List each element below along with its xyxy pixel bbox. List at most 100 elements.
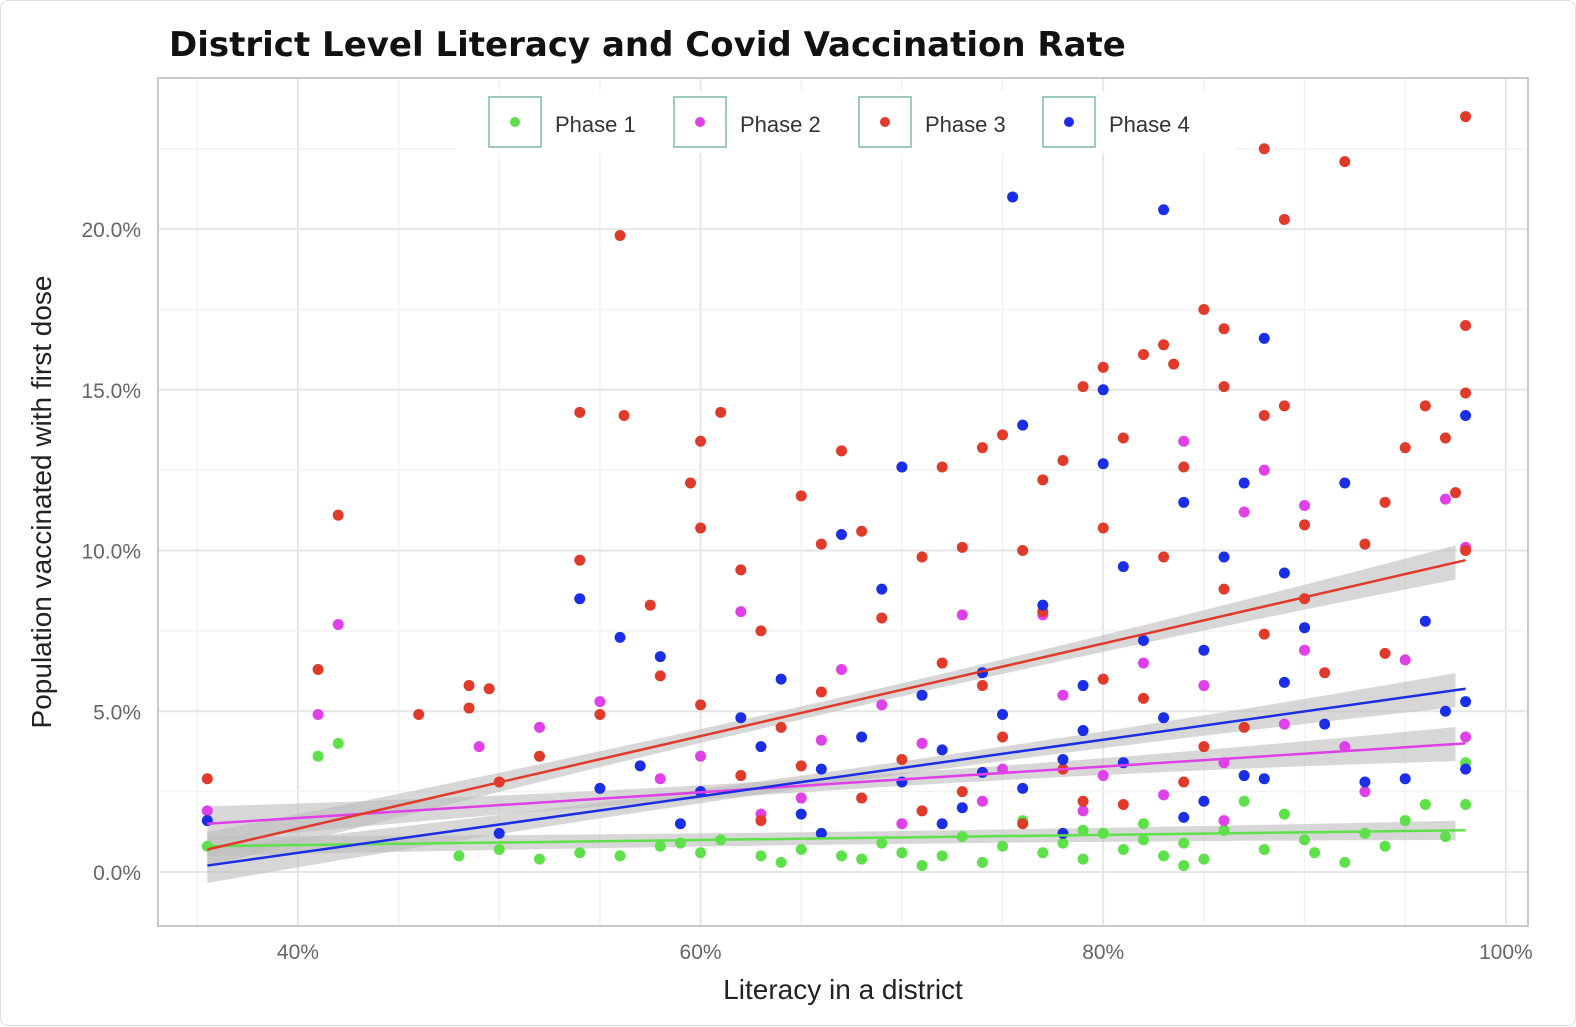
data-point-phase-4 xyxy=(1137,635,1149,647)
data-point-phase-2 xyxy=(835,663,847,675)
data-point-phase-4 xyxy=(1399,773,1411,785)
axis-ticks: 40% 60% 80% 100% 0.0% 5.0% 10.0% 15.0% 20.0% xyxy=(81,219,1532,964)
data-point-phase-4 xyxy=(1057,827,1069,839)
data-point-phase-2 xyxy=(1158,789,1170,801)
data-point-phase-3 xyxy=(1258,410,1270,422)
data-point-phase-1 xyxy=(896,847,908,859)
data-point-phase-3 xyxy=(684,477,696,489)
data-point-phase-1 xyxy=(876,837,888,849)
legend-label: Phase 1 xyxy=(555,112,636,137)
data-point-phase-3 xyxy=(312,663,324,675)
data-point-phase-3 xyxy=(695,522,707,534)
legend-marker xyxy=(510,117,520,127)
data-point-phase-4 xyxy=(654,651,666,663)
data-point-phase-3 xyxy=(815,538,827,550)
data-point-phase-2 xyxy=(312,708,324,720)
data-point-phase-1 xyxy=(795,843,807,855)
data-point-phase-1 xyxy=(695,847,707,859)
data-point-phase-1 xyxy=(1137,834,1149,846)
data-point-phase-3 xyxy=(795,490,807,502)
data-point-phase-3 xyxy=(534,750,546,762)
data-point-phase-4 xyxy=(1097,458,1109,470)
data-point-phase-4 xyxy=(1077,725,1089,737)
data-point-phase-3 xyxy=(1057,455,1069,467)
data-point-phase-3 xyxy=(815,686,827,698)
data-point-phase-2 xyxy=(1399,654,1411,666)
fit-lines xyxy=(207,558,1466,867)
data-point-phase-3 xyxy=(1258,143,1270,155)
data-point-phase-4 xyxy=(1460,696,1472,708)
plot-border xyxy=(157,77,1529,927)
data-point-phase-1 xyxy=(1178,860,1190,872)
data-point-phase-3 xyxy=(1460,320,1472,332)
data-point-phase-3 xyxy=(1097,361,1109,373)
data-point-phase-4 xyxy=(896,461,908,473)
data-point-phase-3 xyxy=(1339,156,1351,168)
data-point-phase-2 xyxy=(795,792,807,804)
data-point-phase-4 xyxy=(956,802,968,814)
data-point-phase-3 xyxy=(936,657,948,669)
fit-line-phase-3 xyxy=(207,558,1466,851)
data-point-phase-2 xyxy=(1339,741,1351,753)
data-point-phase-3 xyxy=(755,815,767,827)
data-point-phase-4 xyxy=(1097,384,1109,396)
data-point-phase-2 xyxy=(695,750,707,762)
data-points xyxy=(201,111,1472,872)
data-point-phase-3 xyxy=(735,564,747,576)
data-point-phase-3 xyxy=(1439,432,1451,444)
data-point-phase-2 xyxy=(1238,506,1250,518)
data-point-phase-1 xyxy=(1037,847,1049,859)
data-point-phase-2 xyxy=(654,773,666,785)
data-point-phase-1 xyxy=(835,850,847,862)
fit-line-phase-4 xyxy=(207,687,1466,867)
data-point-phase-3 xyxy=(483,683,495,695)
y-tick-label: 0.0% xyxy=(93,862,141,885)
data-point-phase-2 xyxy=(1359,786,1371,798)
legend-marker xyxy=(880,117,890,127)
data-point-phase-3 xyxy=(997,429,1009,441)
data-point-phase-3 xyxy=(1077,381,1089,393)
data-point-phase-4 xyxy=(916,689,928,701)
data-point-phase-2 xyxy=(1460,731,1472,743)
data-point-phase-3 xyxy=(574,406,586,418)
data-point-phase-4 xyxy=(735,712,747,724)
data-point-phase-2 xyxy=(976,795,988,807)
data-point-phase-2 xyxy=(1218,815,1230,827)
data-point-phase-2 xyxy=(534,721,546,733)
data-point-phase-2 xyxy=(1077,805,1089,817)
data-point-phase-4 xyxy=(1319,718,1331,730)
data-point-phase-2 xyxy=(1439,493,1451,505)
data-point-phase-3 xyxy=(976,442,988,454)
data-point-phase-4 xyxy=(1339,477,1351,489)
data-point-phase-1 xyxy=(332,737,344,749)
data-point-phase-4 xyxy=(1299,622,1311,634)
data-point-phase-4 xyxy=(1460,763,1472,775)
data-point-phase-3 xyxy=(201,773,213,785)
x-tick-label: 60% xyxy=(680,941,722,964)
x-tick-label: 80% xyxy=(1082,941,1124,964)
data-point-phase-4 xyxy=(1258,773,1270,785)
data-point-phase-4 xyxy=(1359,776,1371,788)
data-point-phase-4 xyxy=(1158,204,1170,216)
data-point-phase-3 xyxy=(1218,323,1230,335)
data-point-phase-3 xyxy=(1198,303,1210,315)
data-point-phase-4 xyxy=(1278,567,1290,579)
data-point-phase-2 xyxy=(1299,644,1311,656)
data-point-phase-1 xyxy=(1309,847,1321,859)
data-point-phase-1 xyxy=(1238,795,1250,807)
data-point-phase-1 xyxy=(1178,837,1190,849)
fit-line-phase-2 xyxy=(207,742,1466,826)
data-point-phase-3 xyxy=(1359,538,1371,550)
data-point-phase-3 xyxy=(916,805,928,817)
chart-title: District Level Literacy and Covid Vaccin… xyxy=(169,25,1126,65)
data-point-phase-3 xyxy=(1218,583,1230,595)
data-point-phase-4 xyxy=(1218,551,1230,563)
data-point-phase-4 xyxy=(1439,705,1451,717)
data-point-phase-4 xyxy=(1017,782,1029,794)
data-point-phase-4 xyxy=(755,741,767,753)
data-point-phase-4 xyxy=(1419,615,1431,627)
data-point-phase-4 xyxy=(1258,332,1270,344)
data-point-phase-3 xyxy=(463,680,475,692)
data-point-phase-3 xyxy=(1460,545,1472,557)
data-point-phase-3 xyxy=(1158,551,1170,563)
